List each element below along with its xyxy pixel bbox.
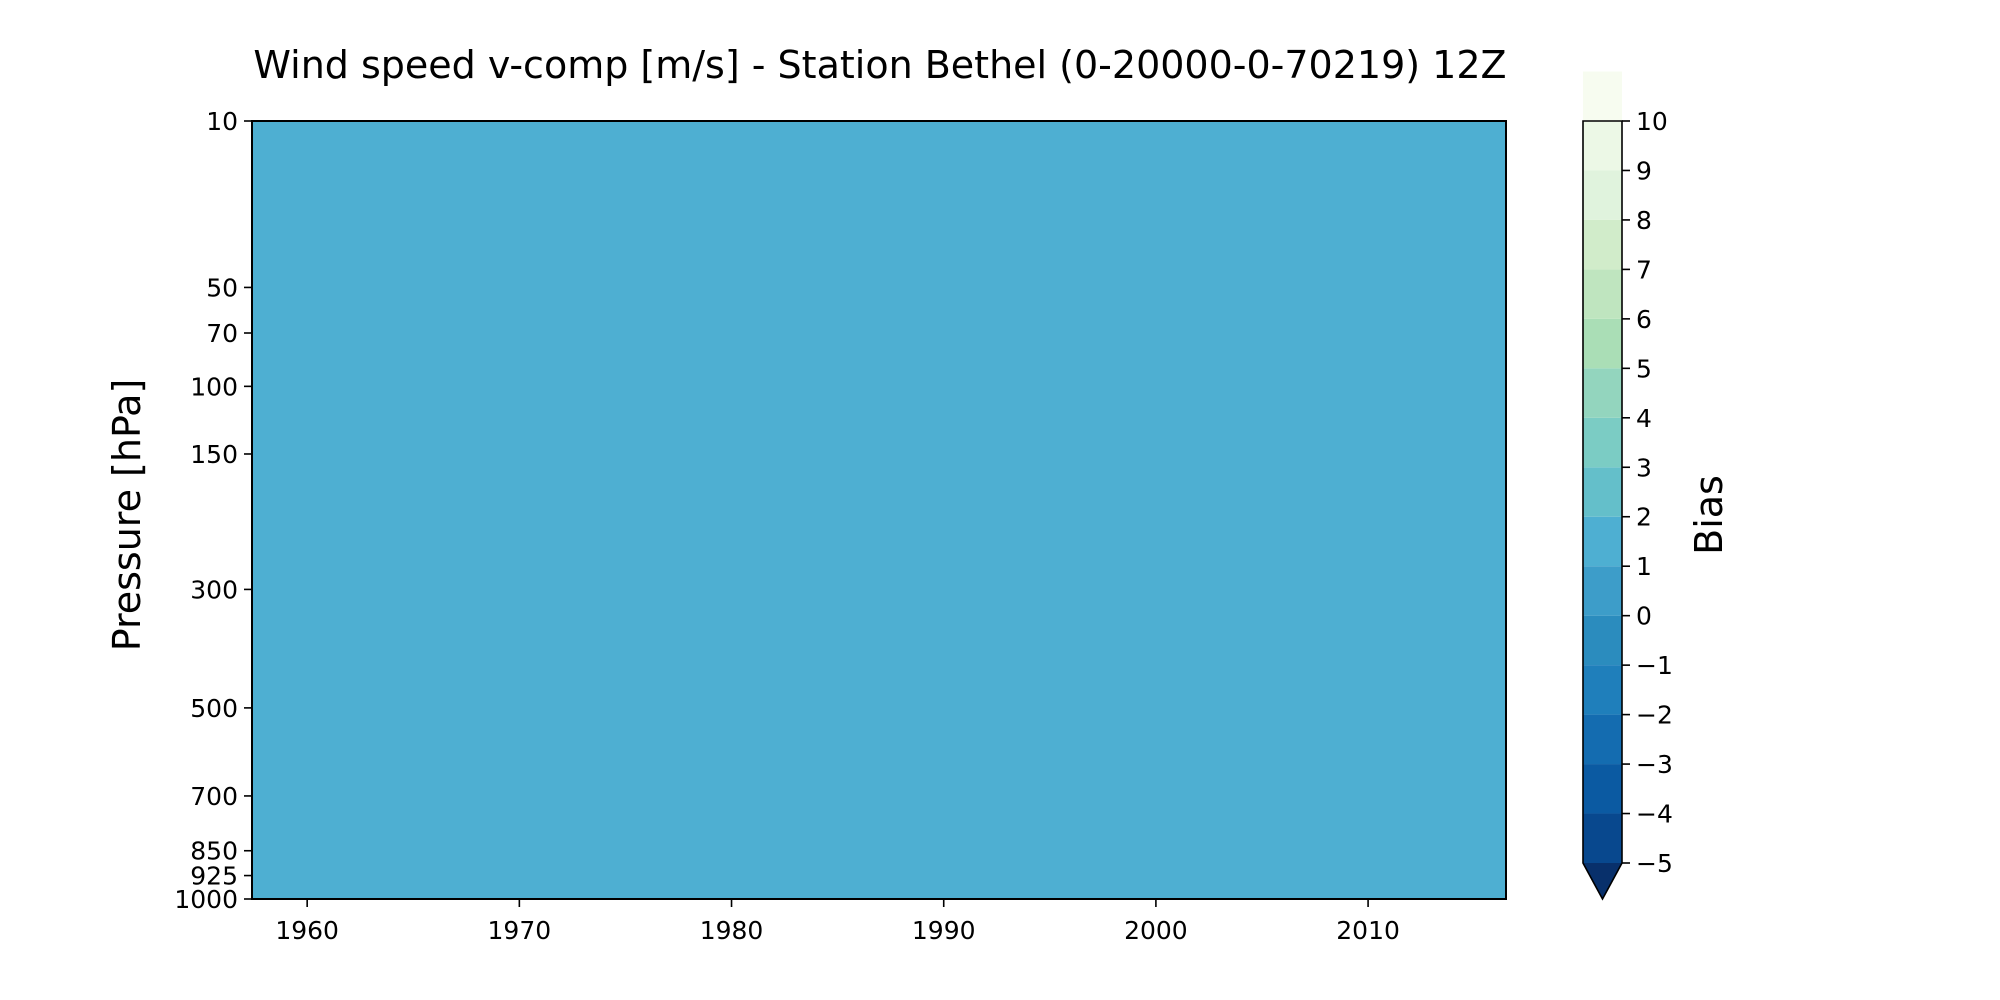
x-tick-label: 1970 [488, 916, 552, 945]
y-axis-label: Pressure [hPa] [105, 379, 149, 652]
colorbar-band [1583, 368, 1622, 418]
colorbar-tick-label: −2 [1636, 701, 1673, 730]
colorbar-tick-label: 7 [1636, 255, 1652, 284]
colorbar-label: Bias [1687, 475, 1731, 555]
colorbar-tick-label: 6 [1636, 305, 1652, 334]
plot-area [251, 120, 1507, 900]
colorbar-tick-label: 0 [1636, 602, 1652, 631]
y-tick-label: 100 [190, 372, 238, 401]
x-tick-label: 1980 [700, 916, 764, 945]
colorbar-band [1583, 417, 1622, 468]
y-tick-label: 300 [190, 575, 238, 604]
y-tick-label: 850 [190, 837, 238, 866]
y-tick-label: 700 [190, 782, 238, 811]
colorbar-tick-label: −3 [1636, 750, 1673, 779]
y-tick-label: 1000 [174, 885, 238, 914]
colorbar-tick-label: 10 [1636, 107, 1668, 136]
x-axis: 1960 1970 1980 1990 2000 2010 [275, 899, 1400, 945]
colorbar-band [1583, 269, 1622, 319]
x-tick-label: 2010 [1336, 916, 1400, 945]
colorbar-band [1583, 615, 1622, 666]
y-tick-label: 150 [190, 440, 238, 469]
colorbar-tick-label: −1 [1636, 651, 1673, 680]
y-tick-label: 925 [190, 862, 238, 891]
colorbar-band [1583, 665, 1622, 715]
colorbar-tick-label: 4 [1636, 404, 1652, 433]
colorbar-band [1583, 467, 1622, 517]
colorbar-band [1583, 121, 1622, 171]
x-tick-label: 1960 [275, 916, 339, 945]
colorbar-band [1583, 71, 1622, 121]
colorbar-band [1583, 170, 1622, 220]
colorbar-tick-label: 2 [1636, 503, 1652, 532]
colorbar-tick-label: 1 [1636, 552, 1652, 581]
colorbar-extend-triangle [1583, 863, 1622, 899]
colorbar-band [1583, 318, 1622, 369]
colorbar-band [1583, 813, 1622, 863]
y-tick-label: 70 [206, 319, 238, 348]
colorbar-band [1583, 714, 1622, 765]
heatmap-field [252, 121, 1506, 899]
colorbar-band [1583, 219, 1622, 270]
colorbar-frame [1582, 120, 1623, 901]
y-tick-label: 50 [206, 273, 238, 302]
x-tick-label: 2000 [1124, 916, 1188, 945]
colorbar-tick-label: 3 [1636, 453, 1652, 482]
colorbar-tick-label: −4 [1636, 800, 1673, 829]
chart-title: Wind speed v-comp [m/s] - Station Bethel… [253, 43, 1506, 87]
y-tick-label: 10 [206, 107, 238, 136]
colorbar-band [1583, 764, 1622, 814]
y-tick-label: 500 [190, 694, 238, 723]
colorbar-tick-label: 9 [1636, 156, 1652, 185]
colorbar-band [1583, 566, 1622, 616]
x-tick-label: 1990 [912, 916, 976, 945]
colorbar-band [1583, 516, 1622, 567]
colorbar-tick-label: 5 [1636, 354, 1652, 383]
colorbar-tick-label: −5 [1636, 849, 1673, 878]
colorbar-tick-label: 8 [1636, 206, 1652, 235]
plot-frame [251, 120, 1507, 900]
